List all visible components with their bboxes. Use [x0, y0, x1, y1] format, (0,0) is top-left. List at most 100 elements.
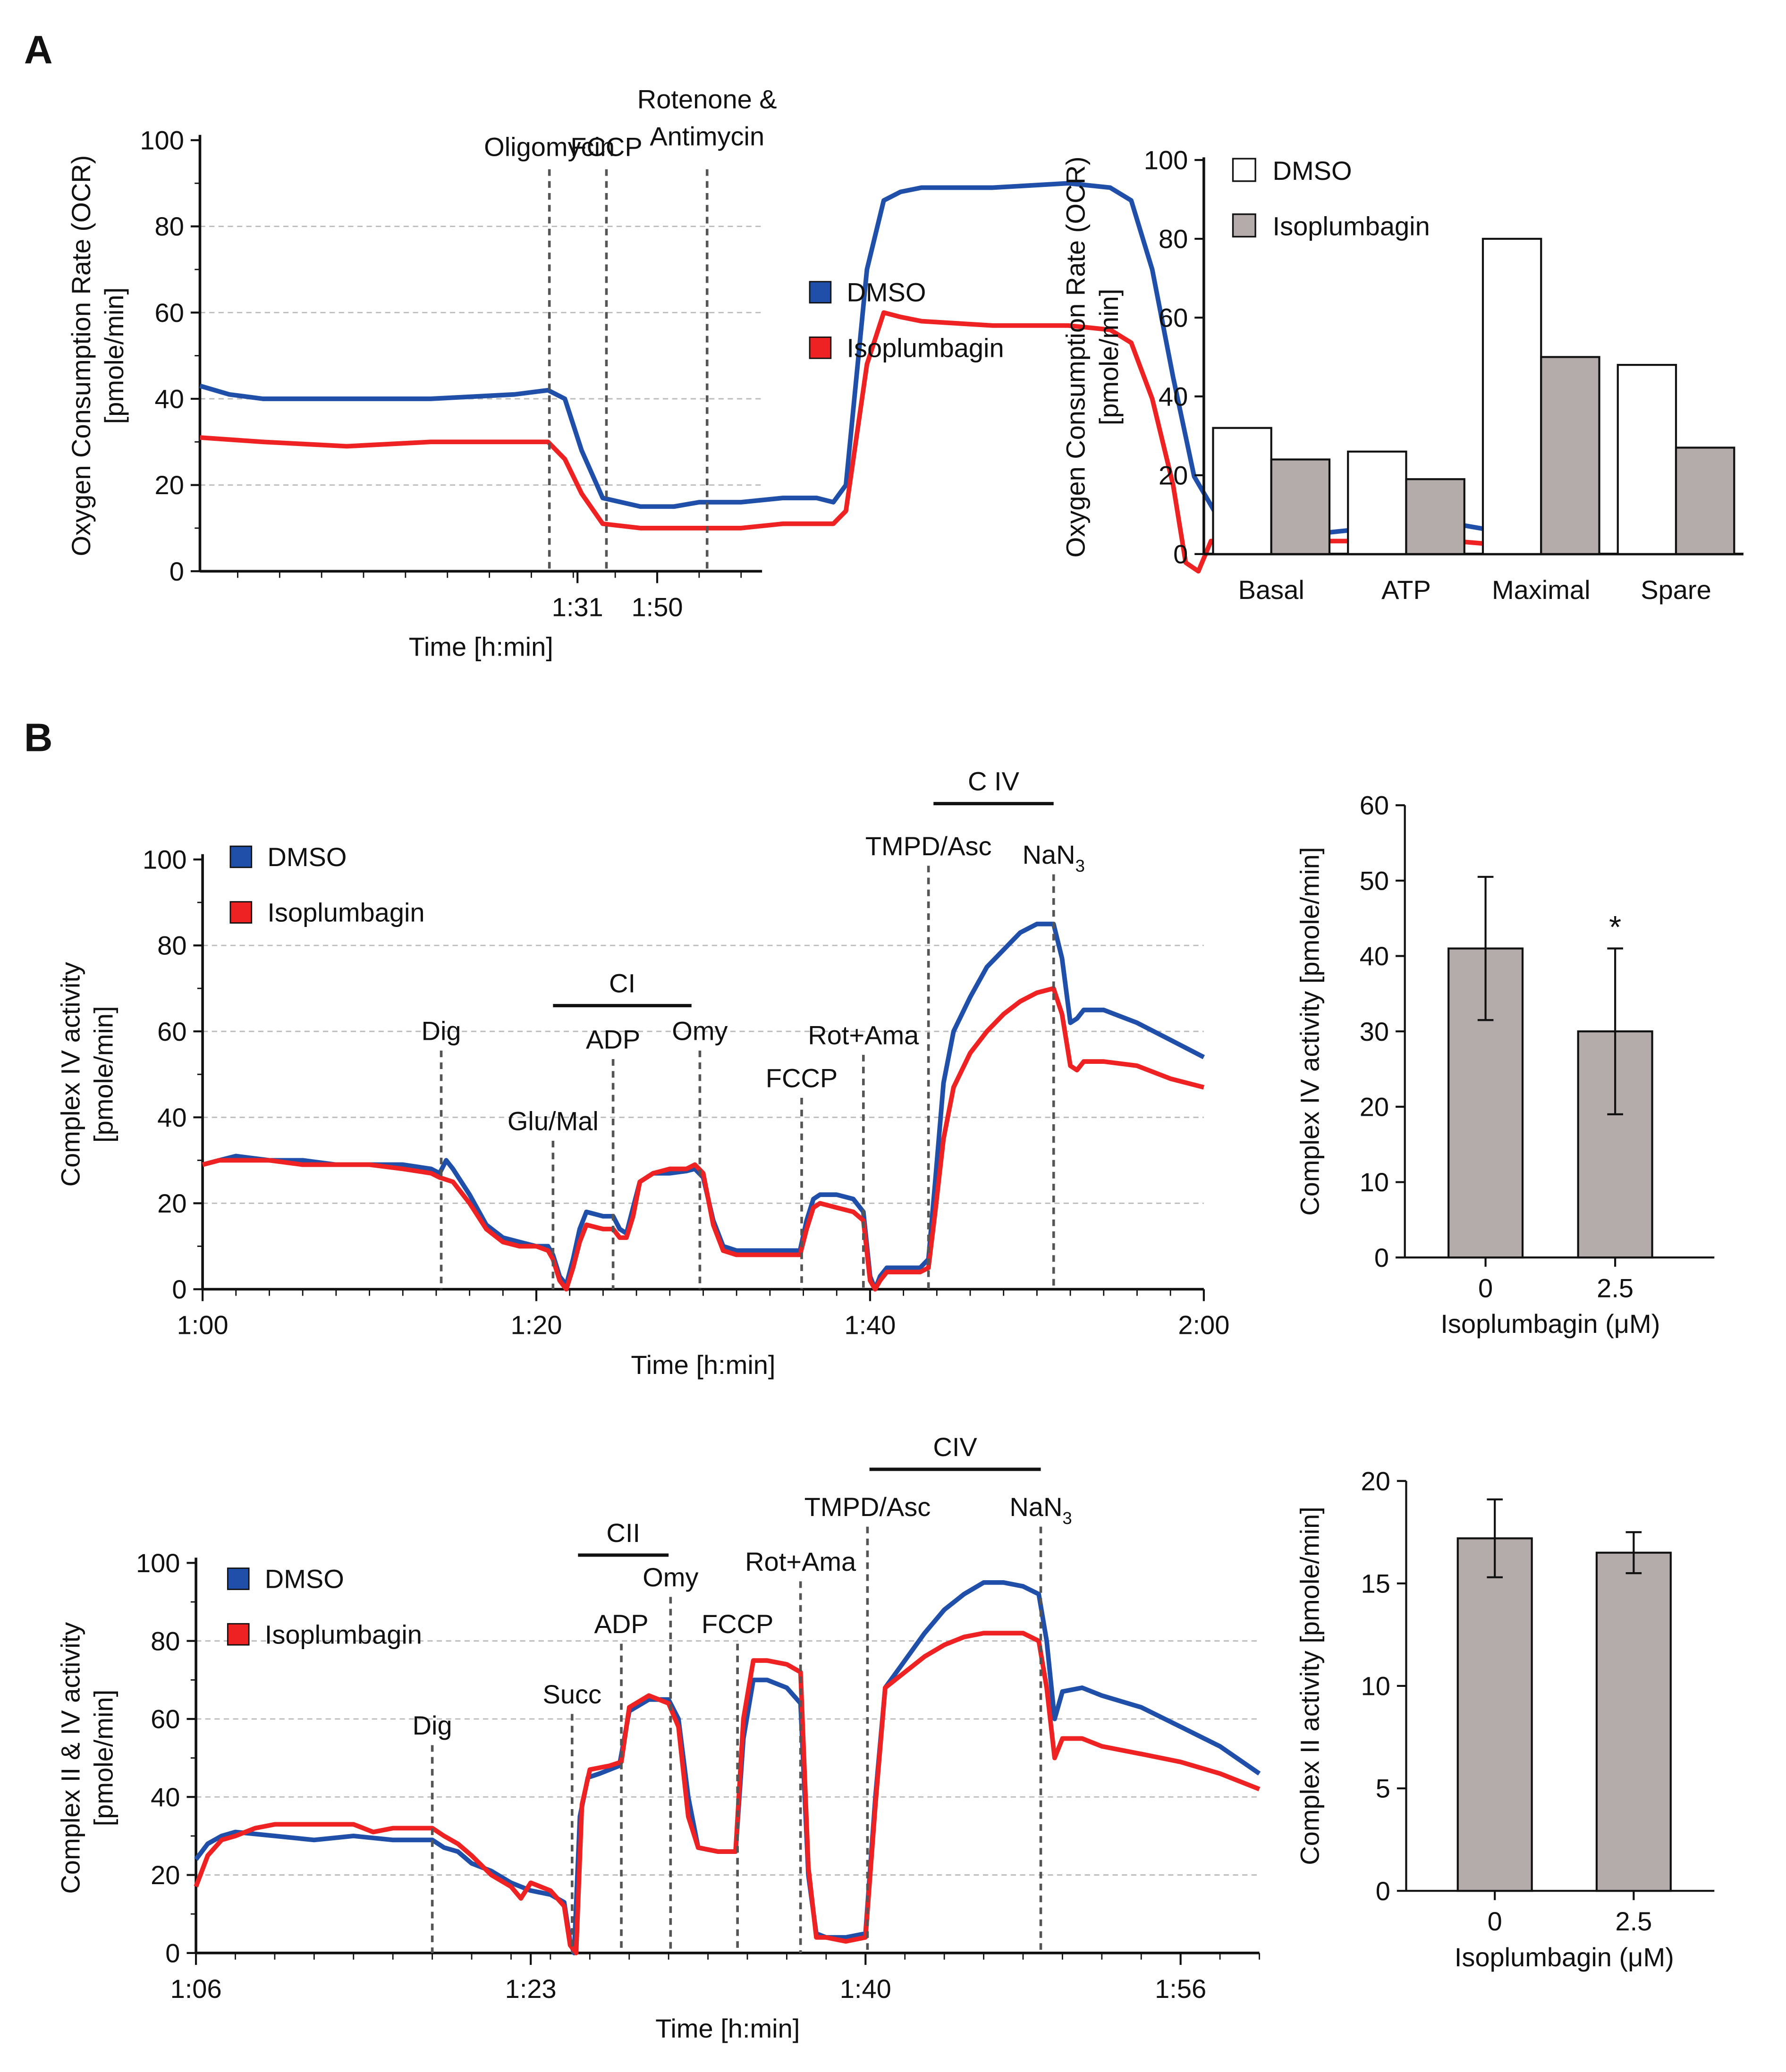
- y-axis-title: Oxygen Consumption Rate (OCR) [pmole/min]: [1061, 156, 1124, 557]
- y-axis-title-line: Complex IV activity: [56, 962, 85, 1187]
- y-tick-label: 80: [1159, 224, 1188, 254]
- bracket-label: CII: [606, 1518, 640, 1548]
- legend-label: DMSO: [846, 278, 926, 307]
- y-tick-label: 80: [157, 931, 186, 960]
- x-tick-label: 1:31: [552, 592, 603, 622]
- y-tick-label: 80: [151, 1626, 180, 1656]
- chart-b-complex-ii-iv-trace: 0 20 40 60 80 100 1:06 1:23 1:40 1:56 Time [h:min]…: [56, 1432, 1261, 2043]
- bar-dmso: [1347, 450, 1407, 555]
- x-tick-label: 1:40: [844, 1310, 896, 1340]
- y-tick-label: 30: [1360, 1017, 1389, 1046]
- bar-dmso: [1212, 427, 1272, 555]
- bar-isoplumbagin: [1405, 478, 1465, 555]
- y-tick-label: 0: [1374, 1243, 1389, 1272]
- y-tick-label: 20: [1361, 1466, 1390, 1496]
- injection-label: Glu/Mal: [508, 1106, 599, 1136]
- injection-label: Dig: [413, 1710, 452, 1740]
- injection-label: Rotenone & Antimycin: [637, 84, 777, 151]
- x-tick-label: 1:40: [840, 1974, 891, 2004]
- y-tick-label: 20: [1159, 460, 1188, 490]
- y-axis-title: Complex IV activity [pmole/min]: [1295, 847, 1325, 1216]
- y-axis-title-line: [pmole/min]: [89, 1690, 119, 1827]
- y-tick-label: 60: [1159, 303, 1188, 333]
- x-tick-label: 2.5: [1615, 1906, 1652, 1936]
- injection-label-text: FCCP: [702, 1609, 773, 1639]
- injection-label-subscript: 3: [1075, 856, 1085, 876]
- bar-isoplumbagin: [1675, 446, 1735, 555]
- y-tick-label: 0: [165, 1938, 180, 1968]
- y-tick-label: 0: [169, 556, 184, 586]
- injection-label: Rot+Ama: [745, 1547, 856, 1576]
- injection-label-text: TMPD/Asc: [865, 831, 992, 861]
- legend-label: Isoplumbagin: [265, 1619, 422, 1649]
- injection-label: TMPD/Asc: [804, 1492, 931, 1522]
- y-tick-label: 80: [155, 211, 184, 241]
- y-tick-label: 100: [1144, 145, 1188, 175]
- x-axis-title: Time [h:min]: [409, 632, 553, 662]
- bracket-label: CI: [609, 969, 635, 998]
- y-tick-label: 60: [157, 1017, 186, 1046]
- y-tick-label: 0: [1376, 1876, 1390, 1906]
- y-tick-label: 40: [155, 384, 184, 414]
- y-tick-label: 100: [136, 1548, 180, 1578]
- legend-swatch-dmso: [227, 1567, 250, 1590]
- legend-swatch-dmso: [229, 845, 253, 868]
- injection-label: Dig: [422, 1016, 461, 1045]
- y-tick-label: 20: [151, 1860, 180, 1890]
- legend-label: DMSO: [265, 1564, 344, 1594]
- legend-swatch-dmso: [1232, 158, 1256, 182]
- injection-label-text: Succ: [543, 1679, 602, 1709]
- x-tick-label: 2.5: [1597, 1273, 1634, 1303]
- bar-dmso: [1617, 364, 1677, 555]
- y-tick-label: 100: [140, 126, 184, 155]
- injection-label-text: Dig: [422, 1016, 461, 1045]
- chart-a-ocr-trace: 0 20 40 60 80 100 1:31 1:50 Time [h:min] Oxygen C…: [66, 84, 1559, 662]
- legend-swatch-dmso: [809, 281, 832, 303]
- x-tick-label: ATP: [1381, 575, 1431, 605]
- injection-label-text: FCCP: [766, 1063, 838, 1093]
- y-tick-label: 40: [1360, 941, 1389, 971]
- x-axis-title: Time [h:min]: [655, 2013, 800, 2043]
- injection-label: FCCP: [570, 132, 642, 162]
- bar-isoplumbagin: [1540, 356, 1600, 555]
- x-tick-label: Basal: [1238, 575, 1304, 605]
- x-tick-label: 1:56: [1155, 1974, 1206, 2004]
- bracket-label: CIV: [933, 1432, 977, 1462]
- y-axis-title: Oxygen Consumption Rate (OCR) [pmole/min]: [66, 155, 129, 556]
- x-axis-title: Isoplumbagin (μM): [1440, 1309, 1660, 1339]
- series-line-isoplumbagin: [194, 1631, 1261, 1955]
- y-axis-title-line: [pmole/min]: [99, 287, 129, 424]
- injection-label-text: Rot+Ama: [745, 1547, 856, 1576]
- y-tick-label: 100: [143, 845, 186, 875]
- y-tick-label: 40: [1159, 382, 1188, 412]
- injection-label-text: Omy: [672, 1016, 728, 1045]
- injection-label-subscript: 3: [1062, 1508, 1072, 1528]
- injection-label-text: TMPD/Asc: [804, 1492, 931, 1522]
- legend-swatch-isoplumbagin: [809, 336, 832, 359]
- injection-label-text: ADP: [586, 1025, 640, 1054]
- injection-label: NaN3: [1009, 1492, 1072, 1528]
- y-tick-label: 5: [1376, 1774, 1390, 1803]
- injection-label: Succ: [543, 1679, 602, 1709]
- injection-label: Rot+Ama: [808, 1020, 919, 1050]
- injection-label: NaN3: [1023, 840, 1085, 876]
- x-tick-label: 1:00: [177, 1310, 229, 1340]
- injection-label-text: NaN: [1009, 1492, 1062, 1522]
- x-tick-label: Maximal: [1492, 575, 1591, 605]
- chart-b-complex-ii-bars: 0 5 10 15 20 Complex II activity [pmole/min] 0…: [1295, 1466, 1715, 1972]
- y-axis-title-line: Oxygen Consumption Rate (OCR): [1061, 156, 1091, 557]
- x-tick-label: 1:20: [511, 1310, 562, 1340]
- injection-label-text: Omy: [643, 1562, 698, 1592]
- injection-label-line: Rotenone &: [637, 84, 777, 114]
- y-tick-label: 40: [157, 1103, 186, 1132]
- x-tick-label: 1:50: [631, 592, 683, 622]
- y-tick-label: 15: [1361, 1568, 1390, 1598]
- legend-swatch-isoplumbagin: [229, 901, 253, 924]
- y-axis-title-line: Complex II & IV activity: [56, 1622, 85, 1894]
- y-axis-title: Complex II & IV activity [pmole/min]: [56, 1622, 119, 1894]
- x-tick-label: 1:06: [170, 1974, 222, 2004]
- y-tick-label: 0: [1173, 539, 1188, 569]
- chart-b-complex-iv-bars: 0 10 20 30 40 50 60 Complex IV activity [pmole/…: [1295, 791, 1715, 1339]
- injection-label: ADP: [586, 1025, 640, 1054]
